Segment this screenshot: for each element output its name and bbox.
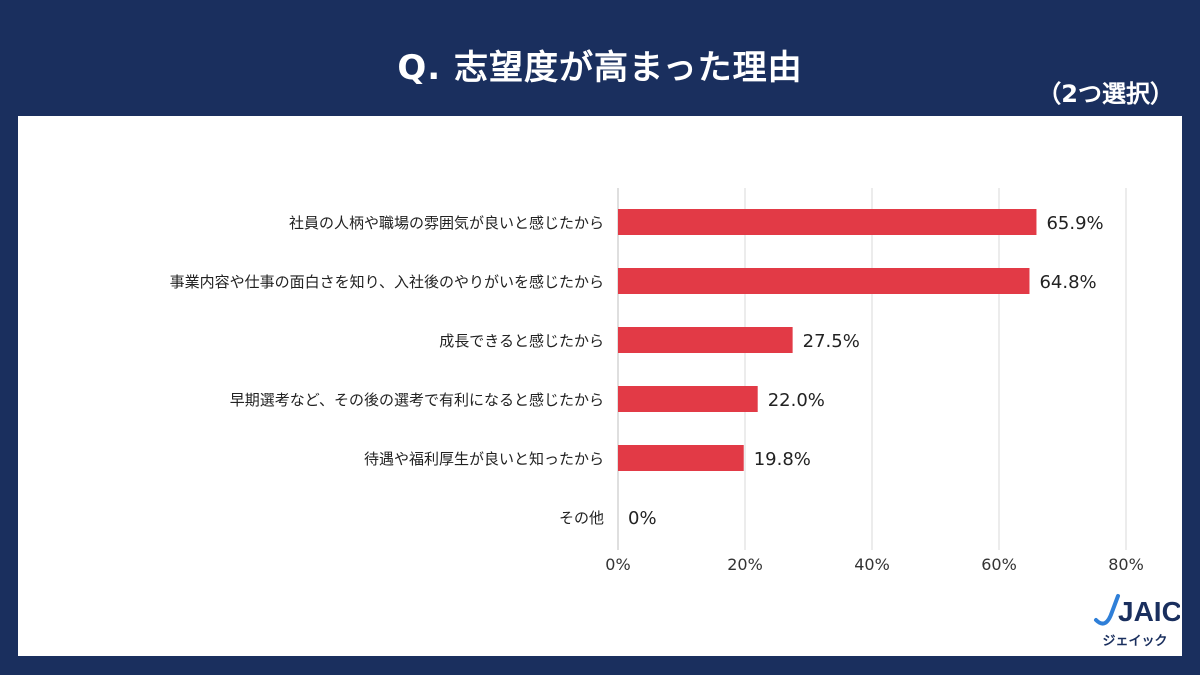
category-label: その他 (559, 509, 604, 527)
value-labels: 65.9% 64.8% 27.5% 22.0% 19.8% 0% (628, 213, 1104, 529)
category-label: 早期選考など、その後の選考で有利になると感じたから (230, 391, 604, 409)
value-label: 65.9% (1046, 213, 1103, 234)
value-label: 22.0% (768, 390, 825, 411)
jaic-logo: JAIC ジェイック (1088, 590, 1180, 652)
bar (618, 386, 758, 412)
bar (618, 445, 744, 471)
logo-subtext: ジェイック (1102, 634, 1168, 649)
category-labels: 社員の人柄や職場の雰囲気が良いと感じたから事業内容や仕事の面白さを知り、入社後の… (170, 214, 604, 527)
chart-subtitle: （2つ選択） (1037, 80, 1174, 108)
chart-title: Q. 志望度が高まった理由 (397, 48, 803, 88)
value-label: 27.5% (803, 331, 860, 352)
bar (618, 209, 1037, 235)
x-tick-labels: 0% 20% 40% 60% 80% (605, 555, 1143, 574)
value-label: 64.8% (1039, 272, 1096, 293)
x-tick-label: 40% (854, 555, 890, 574)
value-label: 19.8% (754, 449, 811, 470)
category-label: 事業内容や仕事の面白さを知り、入社後のやりがいを感じたから (170, 273, 604, 291)
jaic-logo-mark: JAIC (1094, 594, 1180, 627)
x-tick-label: 80% (1108, 555, 1144, 574)
bars (618, 209, 1037, 471)
category-label: 成長できると感じたから (439, 332, 604, 350)
category-label: 社員の人柄や職場の雰囲気が良いと感じたから (289, 214, 604, 232)
bar-chart: 社員の人柄や職場の雰囲気が良いと感じたから事業内容や仕事の面白さを知り、入社後の… (170, 188, 1144, 574)
bar (618, 327, 793, 353)
category-label: 待遇や福利厚生が良いと知ったから (364, 450, 604, 468)
chart-panel: 社員の人柄や職場の雰囲気が良いと感じたから事業内容や仕事の面白さを知り、入社後の… (18, 116, 1182, 656)
x-tick-label: 60% (981, 555, 1017, 574)
x-tick-label: 20% (727, 555, 763, 574)
logo-text: JAIC (1118, 596, 1180, 627)
x-tick-label: 0% (605, 555, 630, 574)
bar (618, 268, 1030, 294)
grid-lines (617, 188, 1127, 550)
value-label: 0% (628, 508, 657, 529)
